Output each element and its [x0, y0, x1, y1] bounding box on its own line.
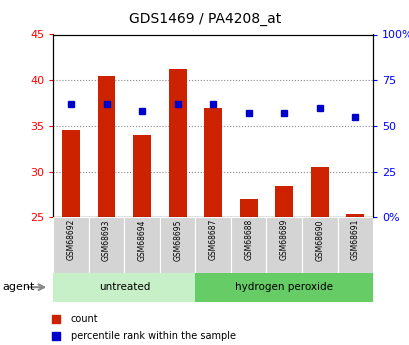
Bar — [124, 217, 160, 273]
Text: GSM68695: GSM68695 — [173, 219, 182, 260]
Text: GDS1469 / PA4208_at: GDS1469 / PA4208_at — [128, 12, 281, 26]
Bar — [160, 217, 195, 273]
Text: GSM68694: GSM68694 — [137, 219, 146, 260]
Bar — [53, 273, 195, 302]
Bar — [337, 217, 372, 273]
Bar — [62, 130, 80, 217]
Bar — [169, 69, 186, 217]
Text: GSM68687: GSM68687 — [208, 219, 217, 260]
Text: GSM68693: GSM68693 — [102, 219, 111, 260]
Bar — [133, 135, 151, 217]
Bar — [195, 273, 372, 302]
Text: GSM68690: GSM68690 — [315, 219, 324, 260]
Point — [53, 316, 60, 322]
Bar — [239, 199, 257, 217]
Bar — [204, 108, 222, 217]
Text: GSM68691: GSM68691 — [350, 219, 359, 260]
Bar — [89, 217, 124, 273]
Text: GSM68692: GSM68692 — [66, 219, 75, 260]
Bar — [275, 186, 292, 217]
Text: untreated: untreated — [99, 282, 150, 292]
Bar — [230, 217, 266, 273]
Text: GSM68688: GSM68688 — [244, 219, 253, 260]
Text: GSM68689: GSM68689 — [279, 219, 288, 260]
Text: hydrogen peroxide: hydrogen peroxide — [235, 282, 333, 292]
Point — [53, 333, 60, 339]
Bar — [266, 217, 301, 273]
Bar — [195, 217, 230, 273]
Bar — [301, 217, 337, 273]
Bar — [97, 76, 115, 217]
Text: percentile rank within the sample: percentile rank within the sample — [71, 331, 235, 341]
Bar — [310, 167, 328, 217]
Bar — [346, 214, 363, 217]
Text: count: count — [71, 314, 98, 324]
Bar — [53, 217, 89, 273]
Text: agent: agent — [2, 282, 34, 292]
